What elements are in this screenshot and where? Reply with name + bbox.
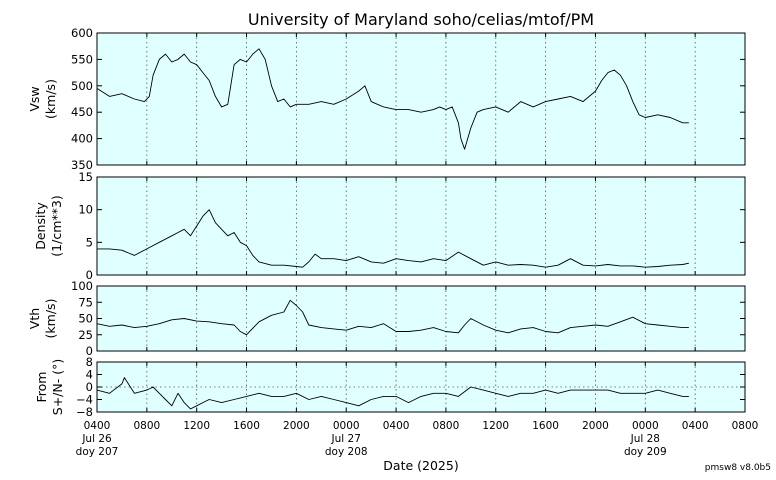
y-tick-label: 500 — [71, 79, 93, 93]
series-line-density — [97, 209, 689, 268]
y-tick-label: 0 — [86, 380, 93, 394]
panel-density: 0 5 10 15 Density (1/cm**3) — [33, 170, 746, 282]
y-tick-label: 75 — [78, 295, 93, 309]
x-tick-label: 0000 — [333, 420, 360, 432]
panel-vsw: 350 400 450 500 550 600 Vsw (km/s) — [27, 26, 746, 172]
y-tick-label: 5 — [86, 235, 93, 249]
chart-title: University of Maryland soho/celias/mtof/… — [248, 10, 594, 29]
x-tick-label: Jul 28 — [630, 433, 660, 445]
x-tick-label: 0000 — [632, 420, 659, 432]
y-tick-label: 15 — [78, 170, 93, 184]
plot-frame — [96, 32, 746, 166]
y-tick-label: 400 — [71, 132, 93, 146]
y-axis-label-density: (1/cm**3) — [49, 195, 64, 256]
x-tick-label: 1600 — [532, 420, 559, 432]
x-tick-label: 0800 — [732, 420, 759, 432]
series-line-vsw — [96, 48, 689, 150]
x-tick-label: doy 209 — [624, 446, 667, 458]
plot-area-vsw — [97, 33, 745, 165]
y-tick-label: 50 — [78, 312, 93, 326]
y-axis-label-vsw: (km/s) — [43, 79, 58, 119]
x-tick-label: 1200 — [183, 420, 210, 432]
y-tick-label: 4 — [86, 368, 93, 382]
version-footer: pmsw8 v8.0b5 — [705, 463, 771, 473]
y-axis-label-from: From — [34, 372, 49, 403]
y-axis-label-vth: (km/s) — [43, 299, 58, 339]
y-tick-label: 0 — [86, 268, 93, 282]
y-tick-label: 350 — [71, 158, 93, 172]
plot-area-density — [97, 177, 745, 275]
x-tick-label: 0800 — [133, 420, 160, 432]
x-axis-label: Date (2025) — [383, 458, 458, 473]
y-tick-label: −4 — [76, 393, 93, 407]
y-tick-label: 0 — [86, 344, 93, 358]
y-tick-label: 10 — [78, 203, 93, 217]
x-tick-label: Jul 27 — [331, 433, 361, 445]
x-tick-label: 0800 — [433, 420, 460, 432]
y-tick-label: −8 — [76, 405, 93, 419]
x-tick-label: 2000 — [283, 420, 310, 432]
x-tick-label: doy 208 — [325, 446, 368, 458]
series-line-vth — [96, 299, 689, 336]
y-axis-label-vth: Vth — [27, 308, 42, 329]
series-line-from — [96, 377, 689, 410]
plot-frame — [96, 176, 746, 276]
x-tick-label: 0400 — [682, 420, 709, 432]
x-tick-label: 1600 — [233, 420, 260, 432]
x-tick-label: Jul 26 — [81, 433, 112, 445]
y-axis-label-from: S+/N- (°) — [50, 359, 65, 415]
y-axis-label-vsw: Vsw — [27, 86, 42, 111]
y-tick-label: 450 — [71, 105, 93, 119]
x-tick-label: 1200 — [482, 420, 509, 432]
plot-area-vth — [97, 286, 745, 351]
y-tick-label: 600 — [71, 26, 93, 40]
x-tick-label: 2000 — [582, 420, 609, 432]
y-tick-label: 25 — [78, 328, 93, 342]
x-tick-label: 0400 — [383, 420, 410, 432]
y-tick-label: 8 — [86, 355, 93, 369]
y-axis-label-density: Density — [33, 202, 48, 250]
panel-vth: 0 25 50 75 100 Vth (km/s) — [27, 279, 746, 358]
y-tick-label: 100 — [71, 279, 93, 293]
y-tick-label: 550 — [71, 52, 93, 66]
x-tick-label: 0400 — [84, 420, 111, 432]
x-tick-label: doy 207 — [76, 446, 119, 458]
